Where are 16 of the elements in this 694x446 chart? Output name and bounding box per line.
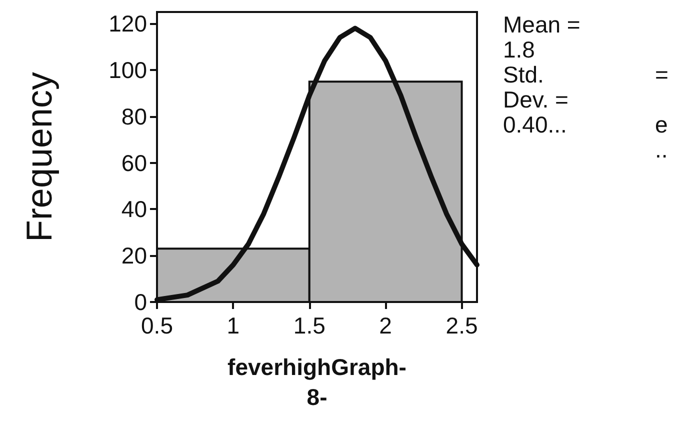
y-axis-title: Frequency <box>18 72 60 242</box>
y-tick-label: 40 <box>121 196 147 222</box>
text: Mean = 1.8 Std. Dev. = 0.40... <box>503 12 580 138</box>
y-tick-label: 20 <box>121 242 147 269</box>
x-tick-label: 1 <box>226 312 240 338</box>
y-tick-label: 80 <box>121 103 147 130</box>
y-tick-label: 0 <box>134 289 147 315</box>
x-axis-title: feverhighGraph- 8- <box>228 354 406 410</box>
x-tick-label: 2.5 <box>446 312 478 338</box>
text: = e .. <box>655 62 668 162</box>
y-tick-label: 60 <box>121 150 147 176</box>
y-tick-label: 100 <box>108 57 147 83</box>
x-tick-label: 2 <box>379 312 392 338</box>
y-tick-label: 120 <box>108 10 147 37</box>
x-tick-label: 0.5 <box>141 312 173 338</box>
x-tick-label: 1.5 <box>293 312 326 338</box>
